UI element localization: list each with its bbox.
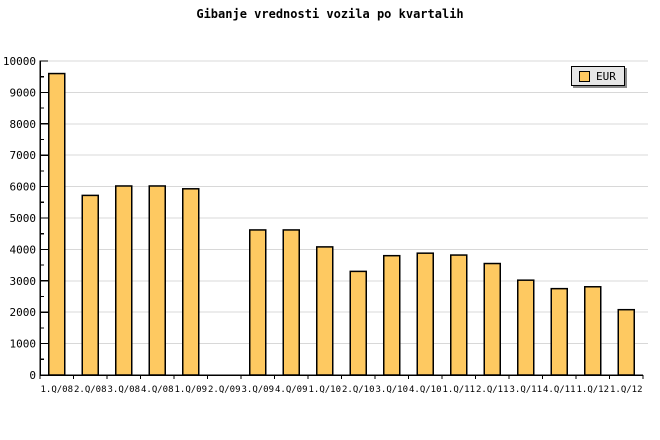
bar-3.Q/11 <box>517 279 535 376</box>
y-tick-label: 6000 <box>10 181 37 194</box>
bar-4.Q/08 <box>148 185 166 376</box>
legend-swatch-eur-icon <box>579 70 590 82</box>
x-tick-label: 4.Q/11 <box>543 385 576 395</box>
y-tick-label: 1000 <box>10 338 37 351</box>
bar-2.Q/11 <box>483 262 501 376</box>
x-tick-label: 2.Q/11 <box>476 385 509 395</box>
x-tick-label: 4.Q/09 <box>275 385 308 395</box>
bar-1.Q/12 <box>617 308 635 376</box>
bar-1.Q/08 <box>48 72 66 376</box>
bar-2.Q/08 <box>81 194 99 376</box>
y-tick-label: 3000 <box>10 275 37 288</box>
bar-3.Q/09 <box>249 229 267 376</box>
y-tick-label: 4000 <box>10 243 37 256</box>
x-tick-label: 1.Q/10 <box>308 385 341 395</box>
x-tick-label: 1.Q/11 <box>442 385 475 395</box>
bar-4.Q/10 <box>416 252 434 376</box>
x-tick-label: 3.Q/10 <box>375 385 408 395</box>
bar-1.Q/11 <box>450 254 468 376</box>
x-tick-label: 3.Q/09 <box>241 385 274 395</box>
legend-label: EUR <box>596 69 616 83</box>
y-tick-label: 0 <box>29 369 36 382</box>
x-tick-label: 2.Q/10 <box>342 385 375 395</box>
y-tick-label: 9000 <box>10 86 37 99</box>
x-tick-label: 1.Q/12 <box>610 385 643 395</box>
legend-box: EUR <box>571 66 625 86</box>
x-tick-label: 1.Q/08 <box>40 385 73 395</box>
x-tick-label: 3.Q/11 <box>509 385 542 395</box>
bar-3.Q/08 <box>115 185 133 376</box>
y-tick-label: 2000 <box>10 306 37 319</box>
bar-1.Q/12 <box>584 286 602 376</box>
bar-4.Q/11 <box>550 287 568 376</box>
x-tick-label: 2.Q/08 <box>74 385 107 395</box>
x-tick-label: 3.Q/08 <box>107 385 140 395</box>
bar-1.Q/10 <box>316 246 334 376</box>
y-tick-label: 5000 <box>10 212 37 225</box>
y-tick-label: 10000 <box>3 55 36 68</box>
x-tick-label: 4.Q/10 <box>409 385 442 395</box>
bar-2.Q/10 <box>349 270 367 376</box>
chart-title: Gibanje vrednosti vozila po kvartalih <box>196 7 464 21</box>
bar-1.Q/09 <box>182 188 200 376</box>
x-tick-label: 1.Q/09 <box>174 385 207 395</box>
x-tick-label: 1.Q/12 <box>576 385 609 395</box>
bar-3.Q/10 <box>383 254 401 376</box>
y-tick-label: 7000 <box>10 149 37 162</box>
y-tick-label: 8000 <box>10 118 37 131</box>
bar-4.Q/09 <box>282 229 300 376</box>
x-tick-label: 2.Q/09 <box>208 385 241 395</box>
x-tick-label: 4.Q/08 <box>141 385 174 395</box>
